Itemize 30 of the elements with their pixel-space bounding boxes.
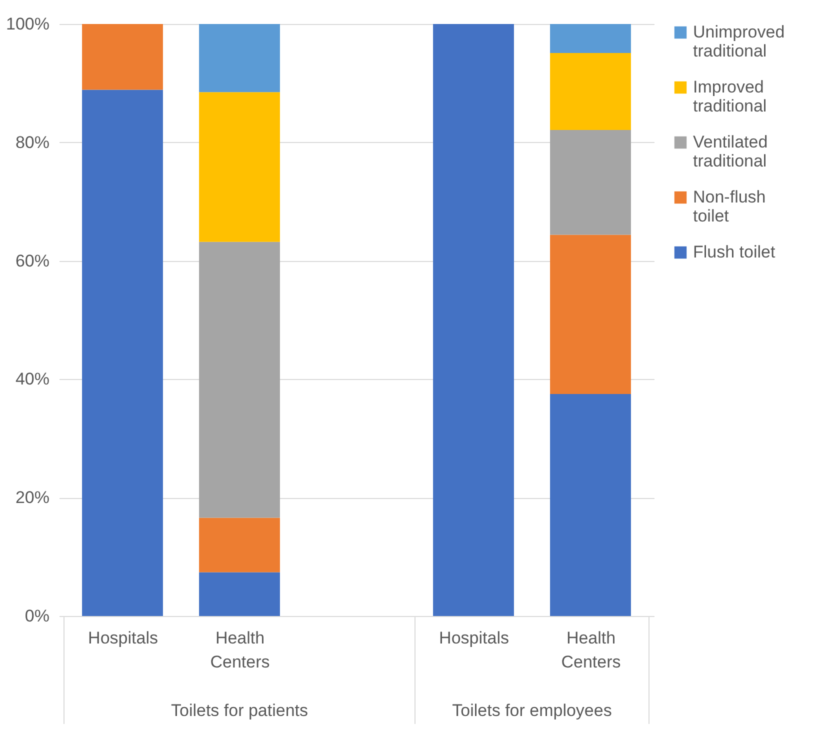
bar	[199, 242, 280, 518]
legend-label: Flush toilet	[693, 242, 776, 262]
bar	[199, 518, 280, 572]
bar	[550, 53, 631, 130]
y-tick-label: 60%	[15, 251, 50, 270]
bar	[82, 24, 163, 90]
text: Toilets for employees	[452, 701, 612, 720]
bar	[82, 90, 163, 616]
y-tick-label: 20%	[15, 488, 50, 508]
bar	[433, 24, 514, 616]
legend-label: Non-flush toilet	[693, 188, 766, 226]
x-tick-label: Health Centers	[210, 628, 270, 672]
y-tick-label: 80%	[15, 132, 50, 152]
bar	[550, 394, 631, 616]
legend-label: Improved traditional	[693, 78, 767, 116]
x-tick-label: Hospitals	[439, 628, 509, 648]
y-tick-label: 100%	[6, 14, 50, 34]
bar	[199, 92, 280, 242]
x-tick-label: Hospitals	[88, 628, 158, 648]
legend-label: Ventilated traditional	[693, 132, 768, 170]
text: Toilets for patients	[170, 701, 308, 720]
bar	[550, 24, 631, 54]
y-tick-label: 0%	[24, 606, 50, 626]
bar	[199, 24, 280, 92]
x-tick-label: Health Centers	[561, 628, 621, 672]
y-tick-label: 40%	[15, 370, 50, 389]
legend-label: Unimproved traditional	[693, 22, 785, 60]
bar	[550, 234, 631, 394]
bar	[199, 572, 280, 616]
bar	[550, 130, 631, 235]
